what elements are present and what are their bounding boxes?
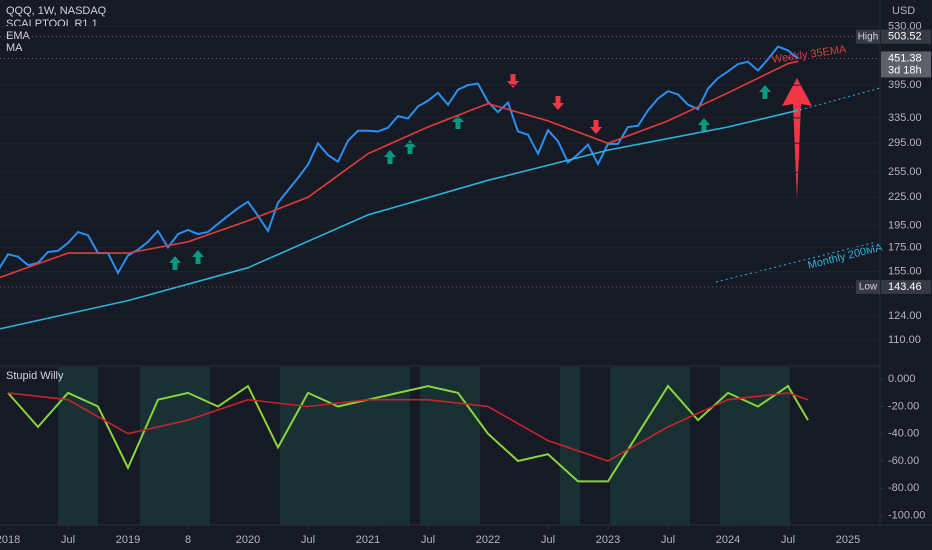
price-tag-name: High [858,31,879,42]
ma-extension [799,87,881,111]
y-tick-label: -60.00 [888,455,919,467]
price-tag-name-box [856,29,880,44]
price-tag-box [881,29,931,44]
price-tag-value: 451.38 [888,52,922,64]
x-tick-label: 2018 [0,534,20,546]
price-tag-countdown: 3d 18h [888,64,922,76]
y-tick-label: 530.00 [888,20,922,32]
x-tick-label: 8 [185,534,191,546]
y-tick-label: 195.00 [888,220,922,232]
y-tick-label: 335.00 [888,112,922,124]
x-tick-label: Jul [781,534,795,546]
x-tick-label: 2021 [356,534,380,546]
big-arrow [782,78,812,200]
x-tick-label: 2020 [236,534,260,546]
price-tag-box [881,279,931,294]
price-tag-name: Low [859,282,878,293]
y-tick-label: -40.00 [888,428,919,440]
y-tick-label: 395.00 [888,79,922,91]
series-line [0,45,799,276]
x-tick-label: 2023 [596,534,620,546]
price-tag-name-box [856,279,880,294]
legend-entry: MA [6,42,23,54]
y-tick-label: 175.00 [888,241,922,253]
price-tag-value: 503.52 [888,31,922,43]
currency: USD [892,5,915,17]
y-tick-label: 255.00 [888,166,922,178]
legend-entry: EMA [6,30,31,42]
y-tick-label: 225.00 [888,191,922,203]
series-line [0,109,799,330]
oscillator-zones [58,367,790,525]
x-tick-label: 2019 [116,534,140,546]
series-line [7,384,809,483]
x-tick-label: Jul [661,534,675,546]
series-line [0,60,799,279]
y-tick-label: 155.00 [888,265,922,277]
x-tick-label: 2025 [836,534,860,546]
series-line [7,392,809,462]
y-tick-label: -20.00 [888,400,919,412]
y-tick-label: -100.00 [888,509,925,521]
x-tick-label: 2022 [476,534,500,546]
indicator-label: SCALPTOOL R1.1 [6,18,98,30]
y-tick-label: -80.00 [888,482,919,494]
x-tick-label: Jul [301,534,315,546]
price-tag-value: 143.46 [888,281,922,293]
price-tag-box [881,51,931,78]
y-tick-label: 0.000 [888,373,916,385]
x-tick-label: Jul [541,534,555,546]
chart-title: QQQ, 1W, NASDAQ [6,5,107,17]
oscillator-title: Stupid Willy [6,370,64,382]
x-tick-label: Jul [421,534,435,546]
y-tick-label: 295.00 [888,137,922,149]
x-tick-label: 2024 [716,534,740,546]
y-tick-label: 124.00 [888,310,922,322]
x-tick-label: Jul [61,534,75,546]
y-tick-label: 110.00 [888,334,921,346]
